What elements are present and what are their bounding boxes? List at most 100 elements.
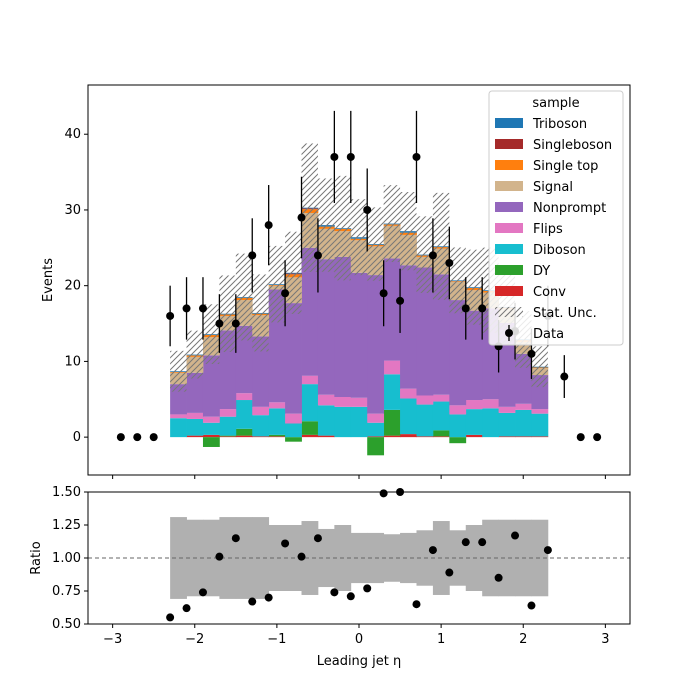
bar-diboson	[400, 398, 417, 435]
bar-flips	[235, 393, 253, 401]
data-point	[166, 311, 175, 320]
bar-nonprompt	[202, 355, 220, 417]
bar-diboson	[482, 408, 500, 438]
data-point	[215, 319, 224, 328]
bar-conv	[186, 435, 204, 438]
data-point	[379, 289, 388, 298]
bar-diboson	[170, 418, 187, 438]
bar-conv	[515, 436, 532, 438]
stat-unc-band	[531, 346, 548, 388]
data-point	[330, 152, 339, 161]
ratio-point	[231, 534, 240, 543]
ratio-point	[461, 538, 470, 547]
data-point	[264, 221, 273, 230]
bar-flips	[219, 409, 237, 417]
stat-unc-band	[301, 143, 318, 272]
legend: sample Triboson Singleboson Single top Signa…	[488, 90, 624, 346]
stat-unc-band	[235, 253, 253, 341]
stat-unc-band	[449, 247, 466, 314]
stat-unc-band	[219, 275, 236, 352]
ratio-point	[264, 593, 273, 602]
legend-entry-nonprompt-swatch	[495, 202, 523, 212]
bar-diboson	[416, 404, 434, 437]
bar-nonprompt	[465, 310, 483, 401]
bar-dy	[383, 409, 401, 436]
ratio-point	[527, 601, 536, 610]
bar-flips	[449, 405, 467, 415]
x-tick-label: −3	[103, 632, 122, 647]
ratio-point	[330, 588, 339, 597]
ratio-y-tick-label: 1.00	[52, 551, 81, 566]
legend-entry-signal-swatch	[495, 181, 523, 191]
data-point	[576, 433, 585, 442]
bar-flips	[400, 388, 417, 399]
legend-entry-dy-label: DY	[533, 264, 550, 279]
bar-flips	[498, 406, 516, 413]
data-point	[560, 372, 569, 381]
bar-nonprompt	[252, 336, 270, 407]
bar-diboson	[432, 401, 450, 431]
data-point	[527, 349, 536, 358]
ratio-unc-band	[350, 532, 368, 584]
x-tick-label: 3	[601, 632, 609, 647]
bar-flips	[252, 406, 270, 416]
ratio-point	[412, 600, 421, 609]
stat-unc-band	[367, 207, 384, 281]
bar-nonprompt	[449, 300, 467, 406]
data-point	[198, 304, 207, 313]
bar-conv	[252, 436, 270, 438]
ratio-panel: 0.50 0.75 1.00 1.25 1.50 −3 −2 −1 0 1 2 3	[52, 485, 631, 647]
ratio-unc-band	[449, 530, 467, 586]
bar-dy	[301, 421, 319, 435]
x-axis-label: Leading jet η	[317, 654, 402, 669]
stat-unc-band	[334, 175, 351, 281]
stat-unc-band	[465, 249, 483, 325]
bar-dy	[235, 428, 253, 436]
x-tick-label: 1	[437, 632, 445, 647]
ratio-y-tick-label: 0.75	[52, 584, 81, 599]
bar-nonprompt	[350, 272, 368, 398]
ratio-unc-band	[252, 517, 270, 599]
bar-diboson	[350, 406, 368, 438]
bar-conv	[383, 435, 401, 438]
data-point	[133, 433, 142, 442]
bar-conv	[367, 436, 385, 438]
ratio-point	[511, 531, 520, 540]
data-point	[116, 433, 125, 442]
ratio-unc-band	[170, 517, 187, 599]
bar-conv	[268, 436, 286, 438]
ratio-point	[166, 613, 175, 622]
data-point	[445, 258, 454, 267]
bar-flips	[334, 397, 352, 407]
bar-diboson	[334, 406, 352, 438]
bar-dy	[285, 437, 302, 442]
bar-dy	[202, 437, 220, 447]
data-point	[281, 289, 290, 298]
legend-entry-data-marker	[505, 329, 513, 337]
data-point	[149, 433, 158, 442]
ratio-y-tick-label: 1.25	[52, 518, 81, 533]
bar-nonprompt	[170, 384, 187, 415]
legend-entry-single-top-label: Single top	[533, 159, 598, 174]
stat-unc-band	[400, 192, 417, 271]
data-point	[297, 213, 306, 222]
legend-entry-conv-swatch	[495, 286, 523, 296]
ratio-point	[346, 592, 355, 601]
stat-unc-band	[317, 178, 335, 272]
bar-flips	[186, 412, 204, 419]
bar-flips	[515, 403, 532, 410]
bar-flips	[170, 414, 187, 419]
bar-flips	[268, 402, 286, 409]
legend-title: sample	[532, 96, 579, 111]
stat-unc-band	[252, 274, 269, 352]
bar-diboson	[515, 409, 532, 437]
bar-flips	[317, 394, 335, 406]
bar-dy	[432, 430, 450, 437]
bar-flips	[432, 394, 450, 402]
legend-entry-signal-label: Signal	[533, 180, 573, 195]
legend-entry-diboson-swatch	[495, 244, 523, 254]
data-point	[363, 205, 372, 214]
x-tick-label: 2	[519, 632, 527, 647]
bar-nonprompt	[400, 265, 417, 389]
